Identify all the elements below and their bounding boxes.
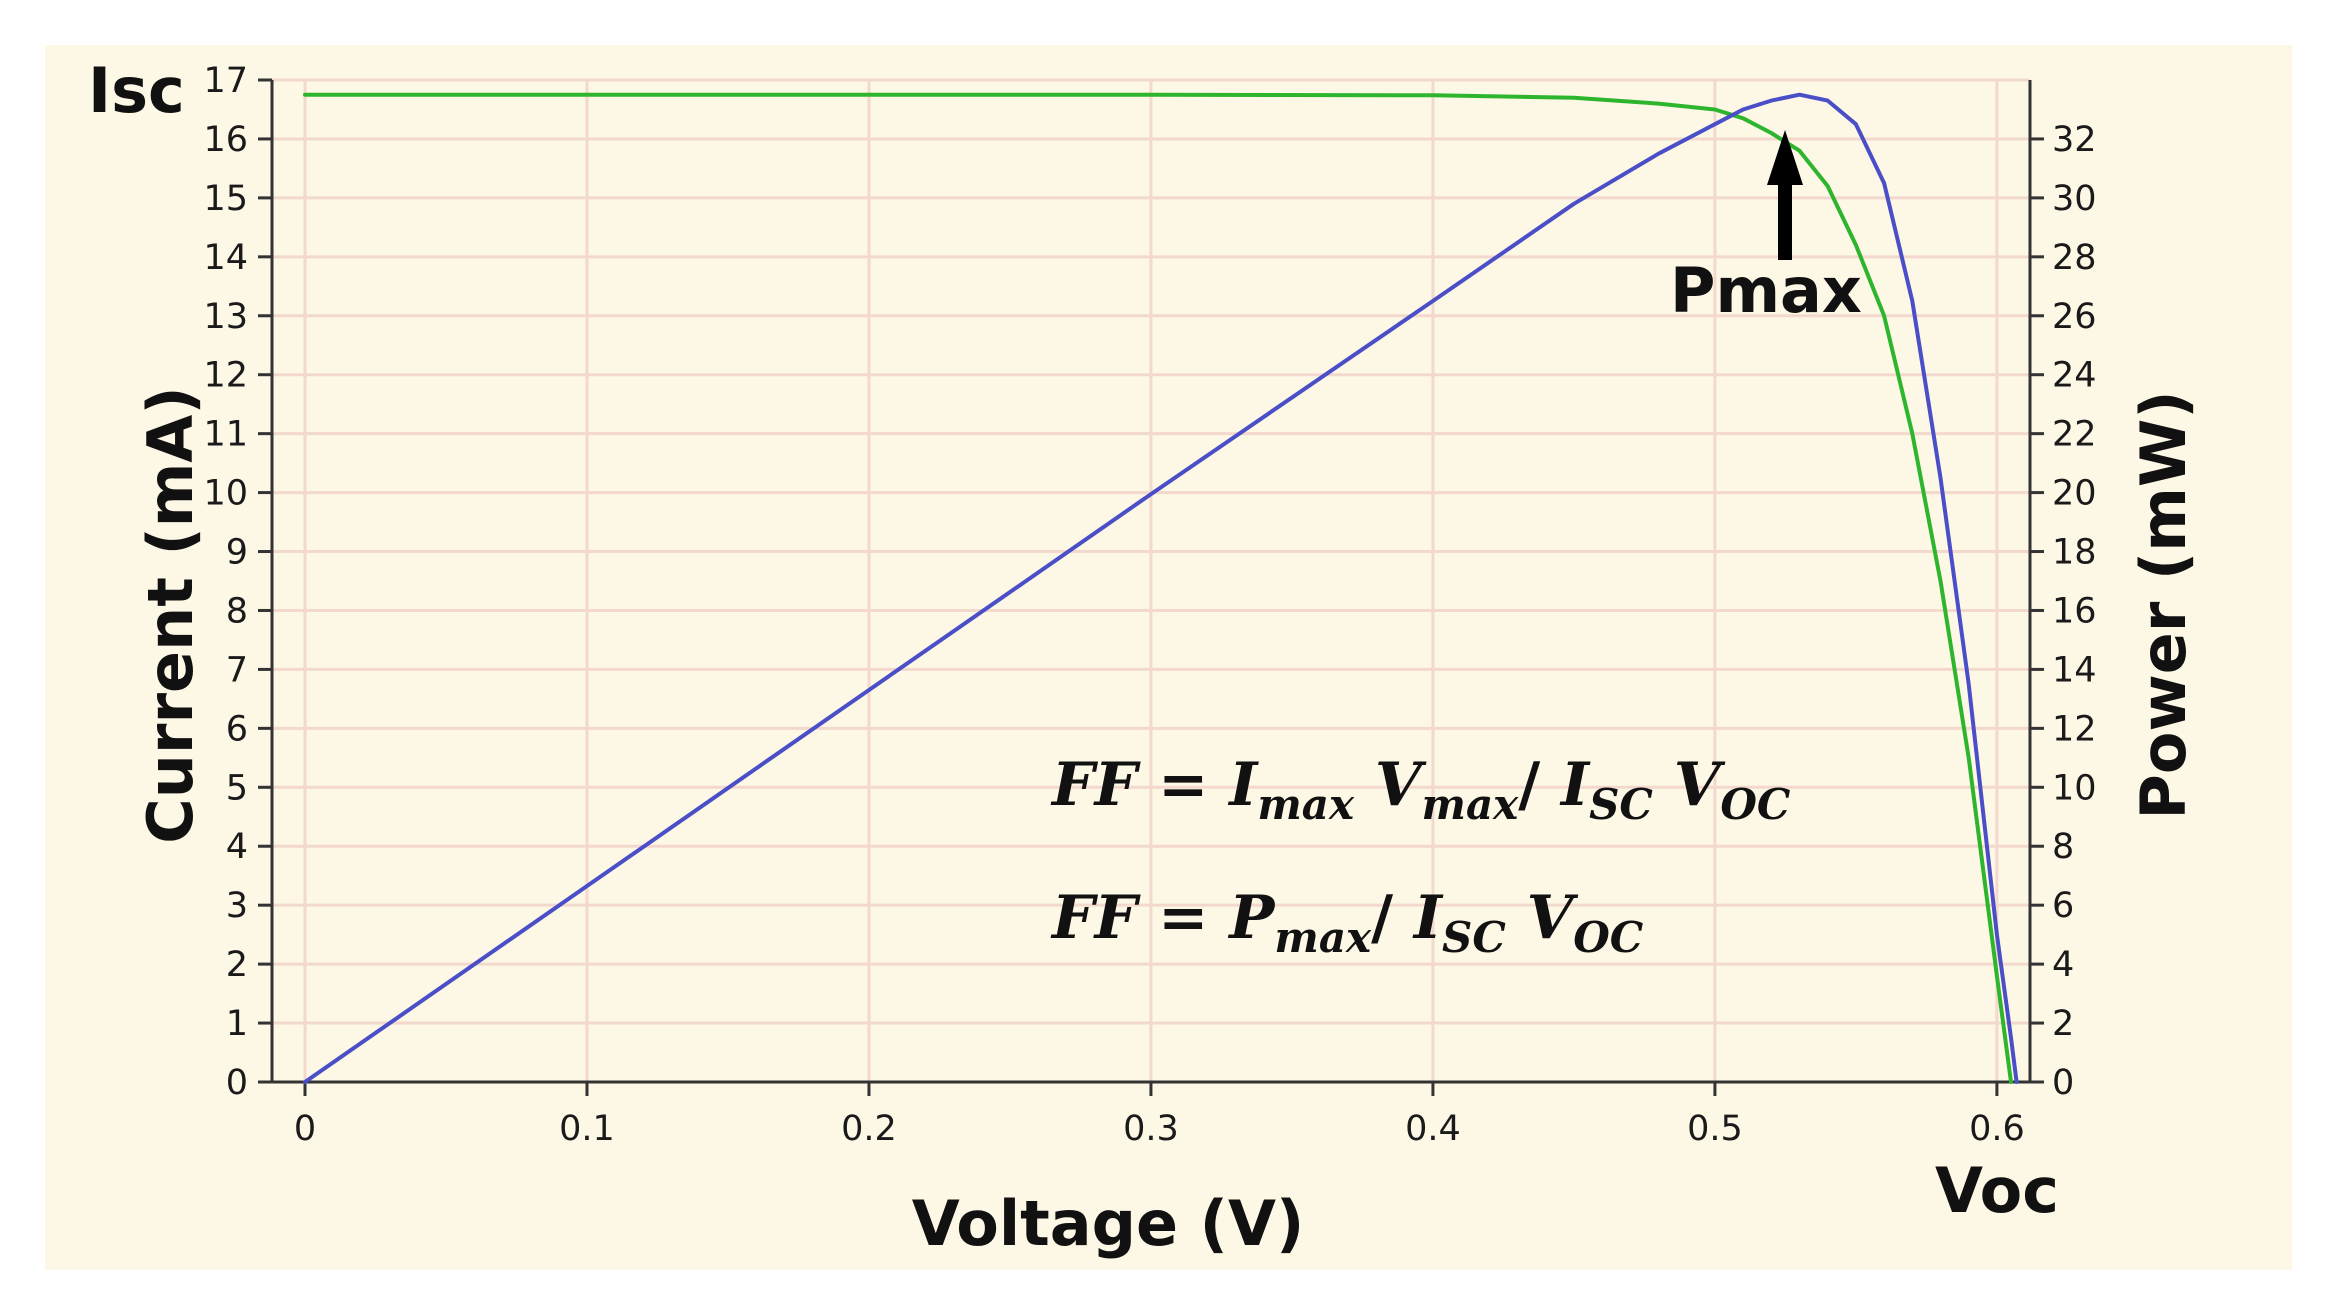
y-left-tick-label: 10 [203, 474, 248, 514]
y-left-tick-label: 3 [226, 886, 248, 926]
x-tick-label: 0.6 [1969, 1109, 2025, 1149]
y-right-tick-label: 30 [2052, 179, 2097, 219]
pmax-label: Pmax [1670, 254, 1862, 327]
y-left-tick-label: 7 [226, 650, 248, 690]
y-left-axis-title: Current (mA) [134, 386, 207, 843]
y-left-tick-label: 15 [203, 179, 248, 219]
data-series [303, 92, 2019, 1084]
y-right-tick-label: 8 [2052, 827, 2074, 867]
y-left-tick-label: 4 [226, 827, 248, 867]
pmax-arrow [1767, 130, 1803, 260]
y-right-tick-label: 26 [2052, 297, 2097, 337]
y-right-tick-label: 24 [2052, 356, 2097, 396]
x-tick-label: 0.3 [1123, 1109, 1179, 1149]
x-tick-label: 0.2 [841, 1109, 897, 1149]
y-right-tick-label: 14 [2052, 650, 2097, 690]
x-tick-label: 0.5 [1687, 1109, 1743, 1149]
y-right-tick-label: 2 [2052, 1004, 2074, 1044]
current-curve [303, 92, 2013, 1084]
x-tick-label: 0 [294, 1109, 316, 1149]
y-right-tick-label: 20 [2052, 474, 2097, 514]
y-left-tick-label: 11 [203, 415, 248, 455]
y-right-tick-label: 10 [2052, 768, 2097, 808]
y-left-tick-label: 16 [203, 120, 248, 160]
y-right-axis-title: Power (mW) [2127, 390, 2200, 819]
y-left-tick-label: 9 [226, 533, 248, 573]
y-left-tick-label: 1 [226, 1004, 248, 1044]
y-left-tick-label: 12 [203, 356, 248, 396]
y-right-tick-label: 28 [2052, 238, 2097, 278]
grid-lines [272, 78, 2030, 1084]
y-left-tick-label: 5 [226, 768, 248, 808]
y-right-tick-label: 12 [2052, 709, 2097, 749]
y-left-tick-label: 6 [226, 709, 248, 749]
y-right-tick-label: 18 [2052, 533, 2097, 573]
isc-label: Isc [88, 54, 185, 127]
y-left-tick-label: 8 [226, 591, 248, 631]
tick-labels: 0123456789101112131415161702468101214161… [203, 61, 2096, 1149]
voc-label: Voc [1935, 1154, 2059, 1227]
y-right-tick-label: 0 [2052, 1063, 2074, 1103]
axes [258, 78, 2044, 1096]
fill-factor-formula-1: FF = Imax Vmax/ ISC VOC [1050, 750, 1791, 829]
x-axis-title: Voltage (V) [912, 1187, 1305, 1260]
y-right-tick-label: 16 [2052, 591, 2097, 631]
y-right-tick-label: 6 [2052, 886, 2074, 926]
y-left-tick-label: 17 [203, 61, 248, 101]
y-right-tick-label: 22 [2052, 415, 2097, 455]
power-curve [303, 92, 2019, 1084]
y-right-tick-label: 32 [2052, 120, 2097, 160]
x-tick-label: 0.1 [559, 1109, 615, 1149]
y-left-tick-label: 13 [203, 297, 248, 337]
y-left-tick-label: 2 [226, 945, 248, 985]
y-left-tick-label: 0 [226, 1063, 248, 1103]
y-left-tick-label: 14 [203, 238, 248, 278]
fill-factor-formula-2: FF = Pmax/ ISC VOC [1050, 883, 1644, 962]
y-right-tick-label: 4 [2052, 945, 2074, 985]
x-tick-label: 0.4 [1405, 1109, 1461, 1149]
